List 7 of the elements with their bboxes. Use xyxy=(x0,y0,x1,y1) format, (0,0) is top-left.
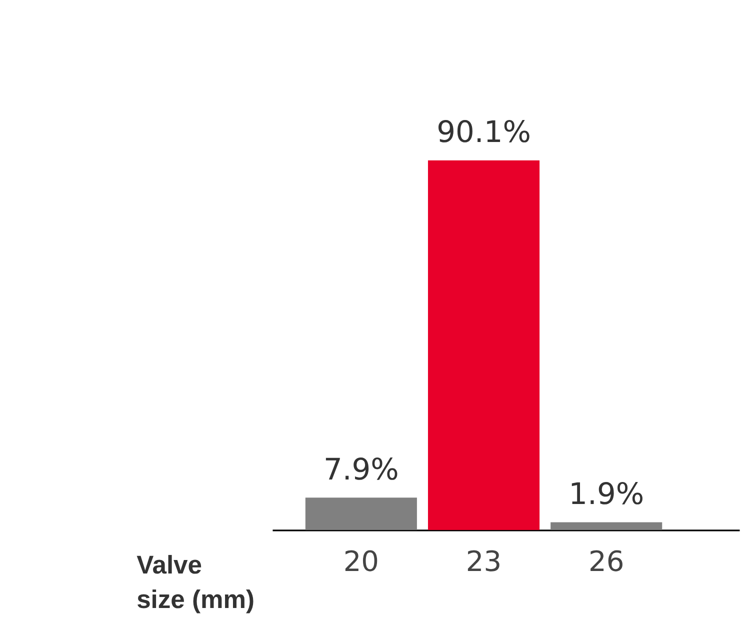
data-label: 7.9% xyxy=(323,452,399,488)
x-axis-title: Valve size (mm) xyxy=(136,551,255,614)
x-tick-label: 20 xyxy=(343,544,380,578)
data-label: 1.9% xyxy=(568,477,644,512)
x-tick-label: 23 xyxy=(466,544,502,578)
x-tick-label: 26 xyxy=(588,544,624,578)
data-label: 90.1% xyxy=(436,115,531,150)
